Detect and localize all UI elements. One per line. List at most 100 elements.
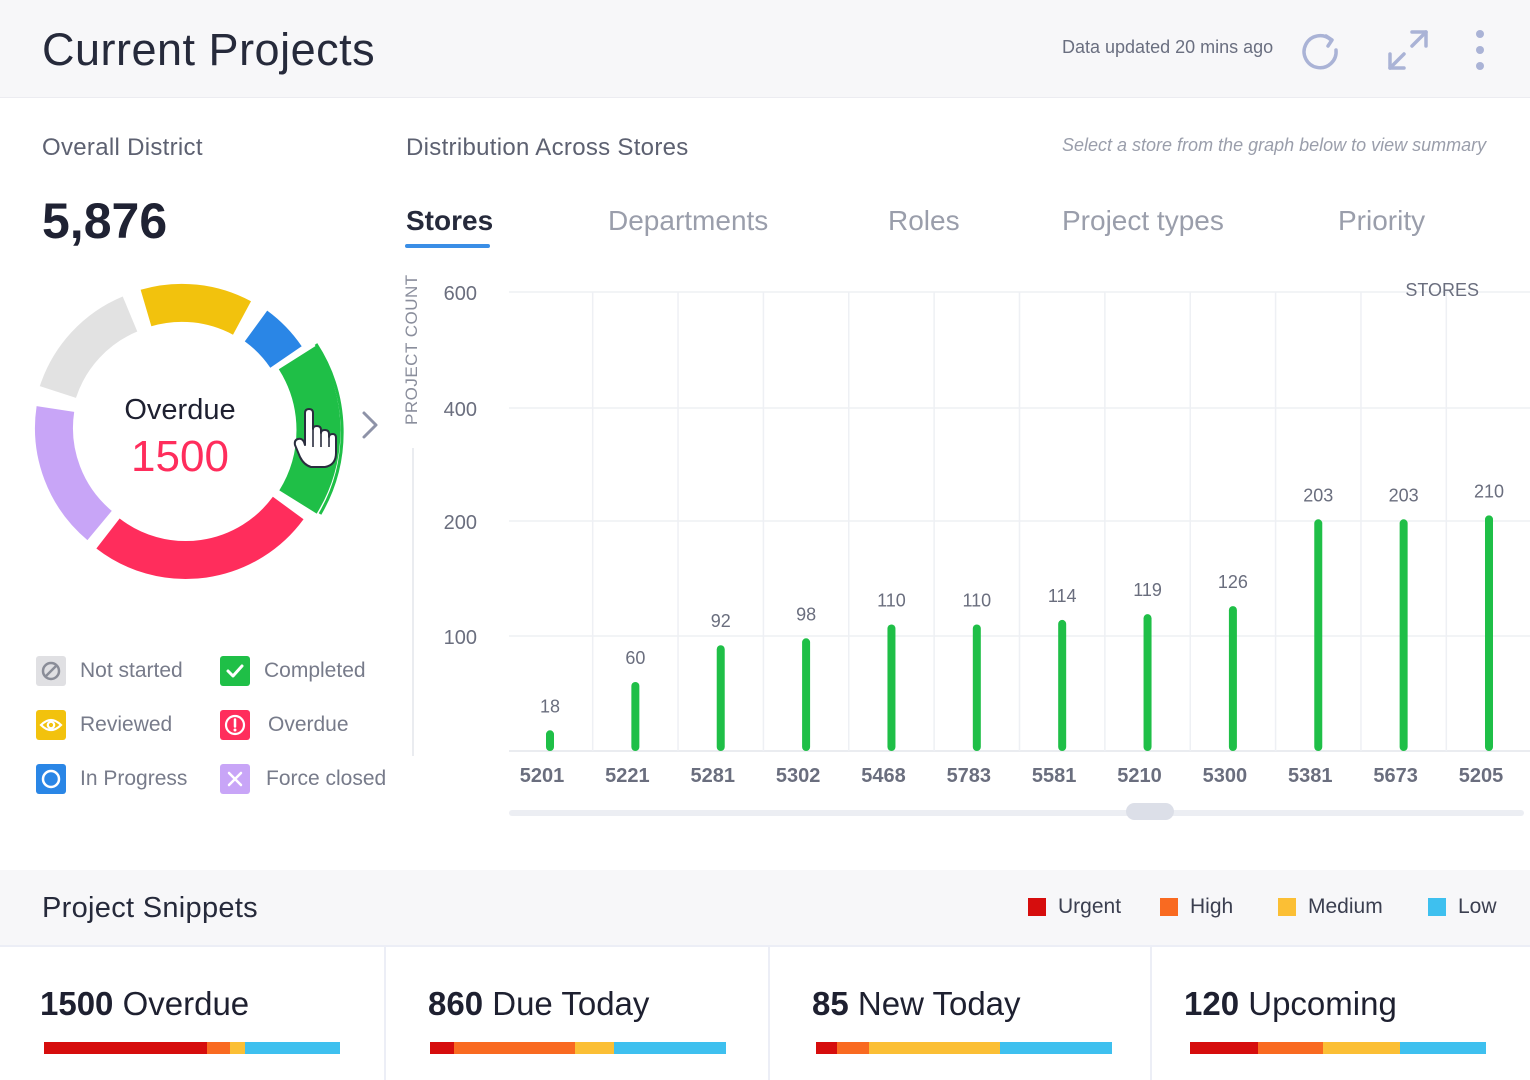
x-tick-label[interactable]: 5581 [1032,765,1077,787]
active-tab-indicator [405,244,490,248]
eye-icon [36,710,66,740]
legend-force-closed[interactable]: Force closed [220,764,386,794]
priority-legend-low: Low [1428,895,1497,919]
legend-reviewed[interactable]: Reviewed [36,710,172,740]
bar-5783[interactable] [972,624,981,752]
overall-total: 5,876 [42,193,168,249]
split-segment-medium [575,1042,614,1054]
x-tick-label[interactable]: 5302 [776,765,821,787]
tab-roles[interactable]: Roles [888,205,960,236]
header-bar [0,0,1530,98]
split-segment-urgent [430,1042,454,1054]
priority-label: Urgent [1058,895,1122,918]
bar-value-label: 98 [796,604,816,624]
donut-selected-value: 1500 [131,432,229,481]
chart-scrollbar-track[interactable] [509,810,1524,816]
priority-legend-high: High [1160,895,1233,919]
x-tick-label[interactable]: 5210 [1117,765,1162,787]
bar-5201[interactable] [546,730,554,751]
tab-departments[interactable]: Departments [608,205,769,236]
split-segment-medium [1323,1042,1401,1054]
more-menu-icon[interactable] [1468,28,1492,72]
bar-value-label: 203 [1389,485,1419,505]
x-tick-label[interactable]: 5205 [1459,765,1504,787]
tab-project-types[interactable]: Project types [1062,205,1224,236]
bar-5281[interactable] [716,645,725,751]
snippet-count: 1500 [40,985,114,1022]
bar-value-label: 114 [1048,586,1077,606]
split-segment-high [206,1042,231,1054]
legend-label: Overdue [268,713,349,736]
bar-5205[interactable] [1485,515,1493,751]
snippet-card-title: 85 New Today [812,985,1021,1023]
legend-overdue[interactable]: Overdue [220,710,349,740]
expand-icon[interactable] [1386,28,1430,72]
cursor-hand-icon [293,408,337,468]
bar-5300[interactable] [1228,606,1237,751]
donut-segment-overdue[interactable] [96,496,304,580]
bar-5581[interactable] [1058,619,1067,751]
x-tick-label[interactable]: 5381 [1288,765,1333,787]
status-donut-chart[interactable] [30,282,360,592]
bar-5302[interactable] [802,638,811,751]
x-tick-label[interactable]: 5201 [520,765,565,787]
high-swatch [1160,898,1178,916]
legend-label: Completed [264,659,366,682]
alert-icon [220,710,250,740]
bar-5210[interactable] [1143,614,1152,751]
y-tick-label: 600 [444,283,477,305]
last-updated-text: Data updated 20 mins ago [1062,37,1274,57]
legend-label: In Progress [80,767,188,790]
bar-value-label: 60 [625,648,645,668]
bar-value-label: 210 [1474,481,1504,501]
donut-segment-reviewed[interactable] [140,283,251,335]
bar-value-label: 126 [1218,572,1248,592]
chart-scrollbar-thumb[interactable] [1126,803,1174,820]
x-tick-label[interactable]: 5221 [605,765,650,787]
bar-5468[interactable] [887,624,896,752]
snippet-card-title: 860 Due Today [428,985,649,1023]
split-segment-low [613,1042,726,1054]
bar-value-label: 18 [540,696,560,716]
snippet-card-due-today[interactable]: 860 Due Today [386,945,770,1080]
y-tick-label: 400 [444,399,477,421]
legend-in-progress[interactable]: In Progress [36,764,187,794]
x-tick-label[interactable]: 5673 [1373,765,1418,787]
x-tick-label[interactable]: 5281 [690,765,735,787]
tab-stores[interactable]: Stores [406,205,494,236]
ban-icon [36,656,66,686]
donut-segment-in-progress[interactable] [244,310,302,369]
donut-segment-force-closed[interactable] [34,406,113,541]
x-tick-label[interactable]: 5300 [1203,765,1248,787]
bar-5381[interactable] [1314,519,1323,751]
priority-legend-medium: Medium [1278,895,1383,919]
split-segment-low [245,1042,340,1054]
split-segment-low [999,1042,1112,1054]
legend-not-started[interactable]: Not started [36,656,183,686]
progress-icon [36,764,66,794]
snippet-card-upcoming[interactable]: 120 Upcoming [1152,945,1530,1080]
priority-legend-urgent: Urgent [1028,895,1121,919]
snippet-card-overdue[interactable]: 1500 Overdue [0,945,386,1080]
donut-segment-not-started[interactable] [39,296,138,399]
x-tick-label[interactable]: 5783 [947,765,992,787]
bar-5673[interactable] [1399,519,1408,751]
x-tick-label[interactable]: 5468 [861,765,906,787]
y-axis-title: PROJECT COUNT [402,274,421,425]
stores-bar-chart[interactable]: PROJECT COUNT STORES 100 200 400 600 18 60 92… [395,270,1530,795]
split-segment-medium [869,1042,1000,1054]
refresh-icon[interactable] [1298,28,1342,72]
bar-value-label: 110 [962,591,991,611]
snippet-cards [0,945,1530,1080]
snippet-card-new-today[interactable]: 85 New Today [770,945,1152,1080]
chevron-right-icon[interactable] [358,410,384,440]
split-segment-high [1258,1042,1324,1054]
tab-priority[interactable]: Priority [1338,205,1426,236]
bar-5221[interactable] [631,682,640,751]
bar-value-label: 203 [1303,485,1333,505]
legend-label: Reviewed [80,713,173,736]
legend-completed[interactable]: Completed [220,656,366,686]
medium-swatch [1278,898,1296,916]
priority-split-bar [430,1042,726,1054]
distribution-hint: Select a store from the graph below to v… [1062,135,1487,155]
